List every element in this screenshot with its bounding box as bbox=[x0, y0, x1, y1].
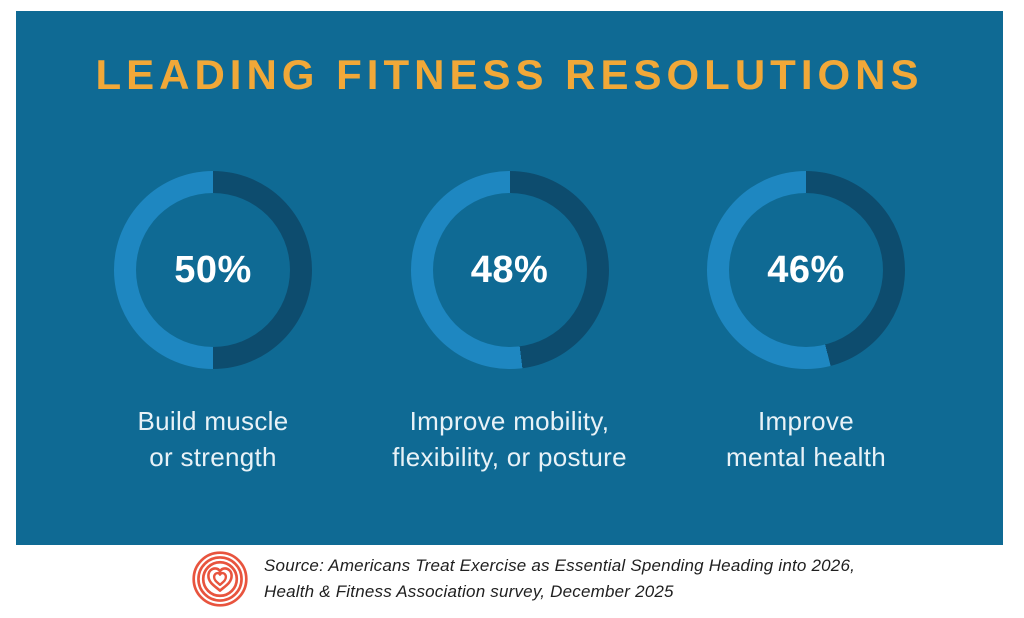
donut-percent-value: 50% bbox=[174, 248, 252, 291]
donut-category-label: Improve mental health bbox=[725, 406, 886, 472]
donut-chart-row: 50% Build muscle or strength 48% Improve… bbox=[16, 171, 1003, 475]
donut-chart-mobility: 48% Improve mobility, flexibility, or po… bbox=[370, 171, 650, 475]
donut-chart-build-muscle: 50% Build muscle or strength bbox=[73, 171, 353, 475]
donut-ring: 50% bbox=[114, 171, 312, 369]
source-row: Source: Americans Treat Exercise as Esse… bbox=[191, 550, 855, 608]
donut-ring: 46% bbox=[707, 171, 905, 369]
donut-percent-value: 46% bbox=[767, 248, 845, 291]
donut-percent-value: 48% bbox=[470, 248, 549, 291]
donut-chart-mental-health: 46% Improve mental health bbox=[666, 171, 946, 475]
source-line-1: Source: Americans Treat Exercise as Esse… bbox=[264, 556, 856, 575]
infographic-title: LEADING FITNESS RESOLUTIONS bbox=[95, 51, 924, 98]
infographic-card: LEADING FITNESS RESOLUTIONS 50% Build mu… bbox=[16, 11, 1003, 545]
donut-ring: 48% bbox=[410, 171, 609, 369]
donut-category-label: Improve mobility, flexibility, or postur… bbox=[392, 406, 627, 472]
donut-category-label: Build muscle or strength bbox=[137, 406, 289, 472]
heart-rings-logo-icon bbox=[192, 551, 248, 607]
source-text: Source: Americans Treat Exercise as Esse… bbox=[264, 553, 855, 605]
source-line-2: Health & Fitness Association survey, Dec… bbox=[264, 582, 674, 601]
